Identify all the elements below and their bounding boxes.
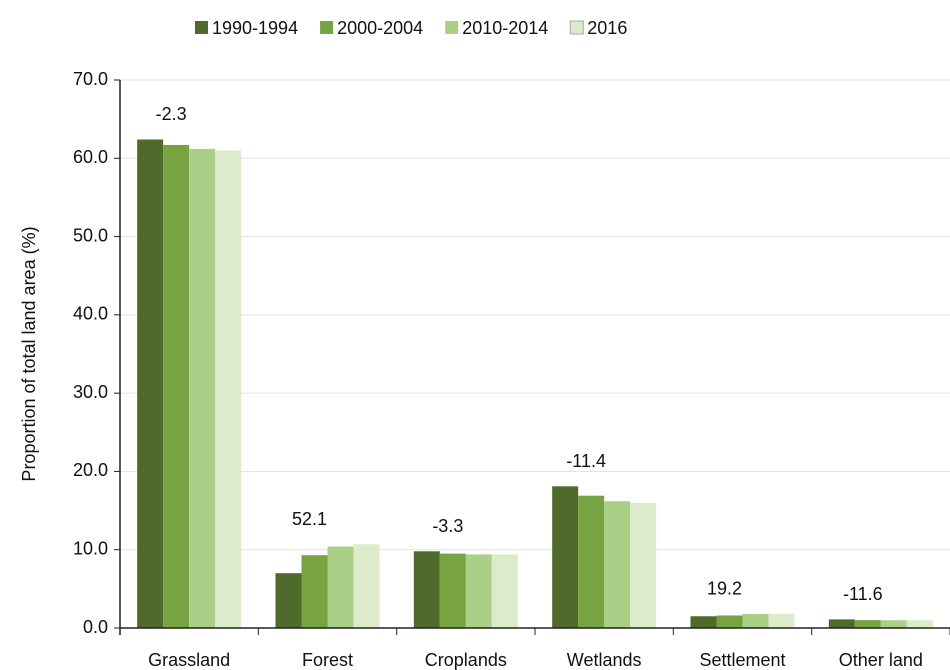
bar [906,620,933,628]
bar [552,486,579,628]
bar [630,502,657,628]
legend-label: 2000-2004 [337,18,423,38]
legend-swatch [445,21,459,34]
bar [275,573,302,628]
y-axis-label: Proportion of total land area (%) [19,226,39,481]
y-tick-label: 0.0 [83,617,108,637]
bar [439,553,466,628]
legend-label: 1990-1994 [212,18,298,38]
bar [215,150,242,628]
bar [742,613,769,628]
group-label: -11.6 [843,584,883,604]
group-label: -2.3 [156,104,187,124]
x-tick-label: Croplands [425,650,507,670]
x-tick-label: Wetlands [567,650,642,670]
legend-label: 2010-2014 [462,18,548,38]
bar [690,616,717,628]
y-tick-label: 30.0 [73,382,108,402]
y-tick-label: 10.0 [73,538,108,558]
legend-label: 2016 [587,18,627,38]
x-tick-label: Grassland [148,650,230,670]
bar [189,148,216,629]
y-tick-label: 70.0 [73,69,108,89]
legend-swatch [195,21,208,34]
x-tick-label: Other land [839,650,923,670]
bar [491,554,518,628]
bar [327,546,354,628]
x-tick-label: Settlement [699,650,785,670]
bar [880,620,907,628]
bar [604,501,631,628]
bar [413,551,440,628]
bar [137,139,164,629]
bar [716,615,743,628]
y-tick-label: 60.0 [73,147,108,167]
bar [301,555,328,628]
y-tick-label: 50.0 [73,225,108,245]
legend-swatch [569,20,584,35]
bar [854,620,881,628]
bar [353,544,380,628]
y-tick-label: 40.0 [73,304,108,324]
group-label: 52.1 [292,509,327,529]
group-label: -11.4 [566,451,606,471]
bar [578,495,605,628]
bar [828,619,855,628]
x-tick-label: Forest [302,650,353,670]
group-label: 19.2 [707,579,742,599]
bar [768,613,795,628]
bar [465,554,492,628]
group-label: -3.3 [432,516,463,536]
y-tick-label: 20.0 [73,460,108,480]
legend-swatch [320,21,334,34]
bar [163,144,190,628]
